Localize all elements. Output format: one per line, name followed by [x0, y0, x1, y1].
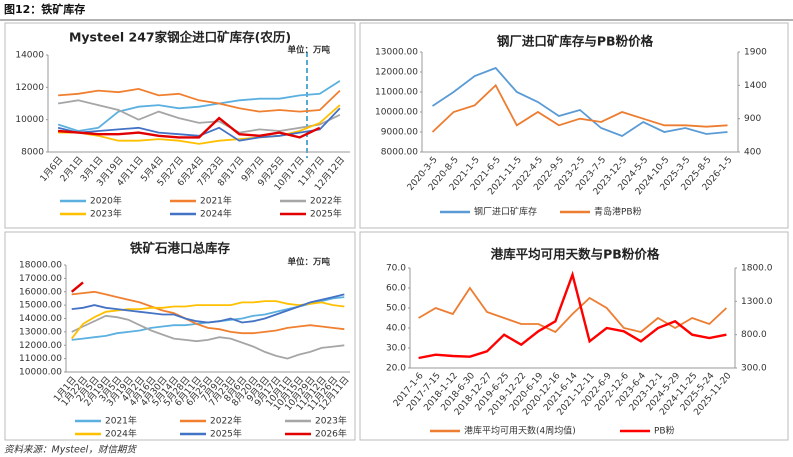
series-line: [58, 104, 341, 145]
legend-label: 青岛港PB粉: [594, 206, 642, 218]
y-tick-label: 10000.00: [375, 108, 418, 118]
legend-label: 2025年: [210, 428, 242, 440]
y-tick-label: 50.0: [386, 304, 406, 314]
legend-label: 港库平均可用天数(4周均值): [464, 425, 576, 437]
series-line: [431, 83, 728, 133]
series-line: [58, 116, 321, 139]
series-line: [71, 296, 345, 341]
legend-label: 2026年: [315, 428, 347, 440]
y-tick-label: 13000.00: [19, 327, 62, 337]
panel: [4, 231, 356, 441]
chart-title: 港库平均可用天数与PB粉价格: [491, 247, 660, 262]
y-tick-label: 12000.00: [19, 341, 62, 351]
series-line: [71, 293, 345, 324]
legend-label: 2022年: [310, 195, 342, 207]
y-tick-label: 14000: [15, 51, 44, 61]
legend-label: 2023年: [315, 415, 347, 427]
y2-tick-label: 1400: [744, 81, 767, 91]
series-line: [57, 80, 341, 132]
series-line: [432, 66, 728, 138]
panel: [359, 231, 789, 441]
legend-label: 钢厂进口矿库存: [474, 206, 537, 218]
legend-label: 2025年: [310, 208, 342, 220]
y-tick-label: 30.0: [386, 344, 406, 354]
y-tick-label: 70.0: [386, 264, 406, 274]
y-tick-label: 40.0: [386, 324, 406, 334]
legend-label: 2023年: [90, 208, 122, 220]
panel: [359, 22, 789, 229]
figure-title: 图12：铁矿库存: [4, 2, 85, 16]
series-line: [58, 87, 341, 113]
source-note: 资料来源：Mysteel，财信期货: [4, 444, 137, 456]
y-tick-label: 20.0: [386, 364, 406, 374]
y2-tick-label: 900: [744, 114, 761, 124]
chart-title: 钢厂进口矿库存与PB粉价格: [497, 34, 654, 49]
chart-title: 铁矿石港口总库存: [130, 241, 231, 256]
series-line: [70, 300, 345, 340]
y-tick-label: 11000.00: [19, 354, 62, 364]
y-tick-label: 18000.00: [19, 261, 62, 271]
unit-label: 单位：万吨: [287, 257, 330, 268]
y-tick-label: 12000.00: [375, 68, 418, 78]
legend-label: PB粉: [654, 425, 675, 437]
y-tick-label: 14000.00: [19, 314, 62, 324]
series-line: [57, 99, 341, 134]
legend-label: 2020年: [90, 195, 122, 207]
panel: [4, 22, 356, 229]
y-tick-label: 8000: [21, 148, 44, 158]
y-tick-label: 15000.00: [19, 301, 62, 311]
y2-tick-label: 400: [744, 148, 761, 158]
series-line: [418, 286, 728, 334]
legend-label: 2021年: [200, 195, 232, 207]
legend-label: 2024年: [200, 208, 232, 220]
y-tick-label: 16000.00: [19, 287, 62, 297]
unit-label: 单位：万吨: [287, 45, 330, 56]
y2-tick-label: 1800.0: [741, 264, 773, 274]
y-tick-label: 17000.00: [19, 274, 62, 284]
y-tick-label: 8000.00: [381, 148, 418, 158]
legend-label: 2022年: [210, 415, 242, 427]
y2-tick-label: 300.0: [741, 364, 767, 374]
series-line: [418, 270, 727, 360]
y-tick-label: 60.0: [386, 284, 406, 294]
y-tick-label: 12000: [15, 83, 44, 93]
y-tick-label: 11000.00: [375, 88, 418, 98]
y2-tick-label: 1900: [744, 48, 767, 58]
chart-title: Mysteel 247家钢企进口矿库存(农历): [69, 30, 291, 45]
y2-tick-label: 1300.0: [741, 297, 773, 307]
series-line: [70, 281, 84, 293]
y-tick-label: 10000.00: [19, 368, 62, 378]
y2-tick-label: 800.0: [741, 330, 767, 340]
legend-label: 2021年: [105, 415, 137, 427]
series-line: [71, 314, 345, 360]
y-tick-label: 9000.00: [381, 128, 418, 138]
y-tick-label: 10000: [15, 115, 44, 125]
y-tick-label: 13000.00: [375, 48, 418, 58]
legend-label: 2024年: [105, 428, 137, 440]
series-line: [71, 290, 345, 335]
